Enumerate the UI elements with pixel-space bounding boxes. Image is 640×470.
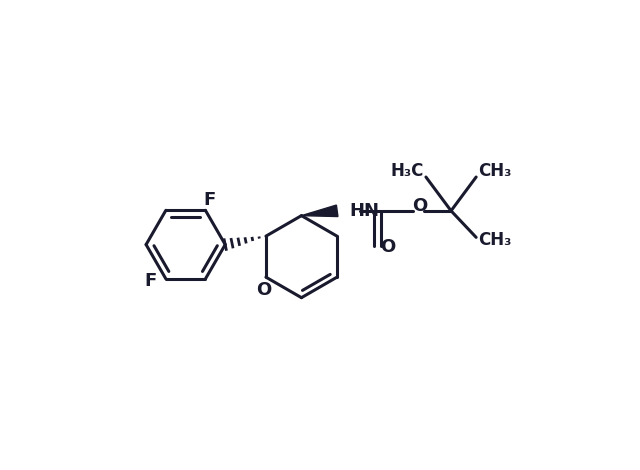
Polygon shape: [301, 205, 338, 217]
Text: HN: HN: [349, 202, 380, 220]
Text: O: O: [380, 238, 396, 256]
Text: F: F: [144, 272, 157, 290]
Text: F: F: [203, 191, 216, 209]
Text: O: O: [256, 281, 271, 299]
Text: O: O: [413, 197, 428, 215]
Text: CH₃: CH₃: [478, 162, 511, 180]
Text: H₃C: H₃C: [391, 162, 424, 180]
Text: CH₃: CH₃: [478, 231, 511, 249]
